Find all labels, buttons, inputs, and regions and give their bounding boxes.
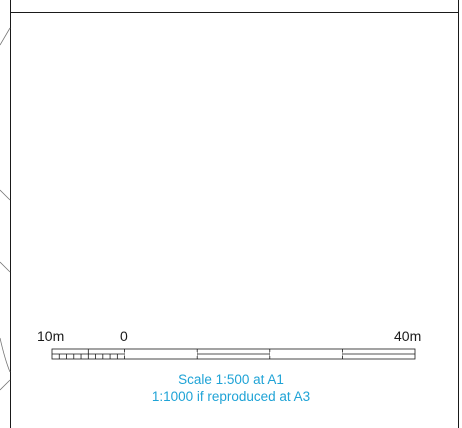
scale-label-10m: 10m [37, 328, 65, 344]
scale-bar-graphic [51, 348, 416, 360]
scale-note-line1: Scale 1:500 at A1 [178, 372, 284, 387]
scale-label-40m: 40m [394, 328, 422, 344]
scale-label-zero: 0 [120, 328, 128, 344]
site-linework-fragments [0, 27, 11, 391]
scale-note-line2: 1:1000 if reproduced at A3 [151, 389, 311, 404]
